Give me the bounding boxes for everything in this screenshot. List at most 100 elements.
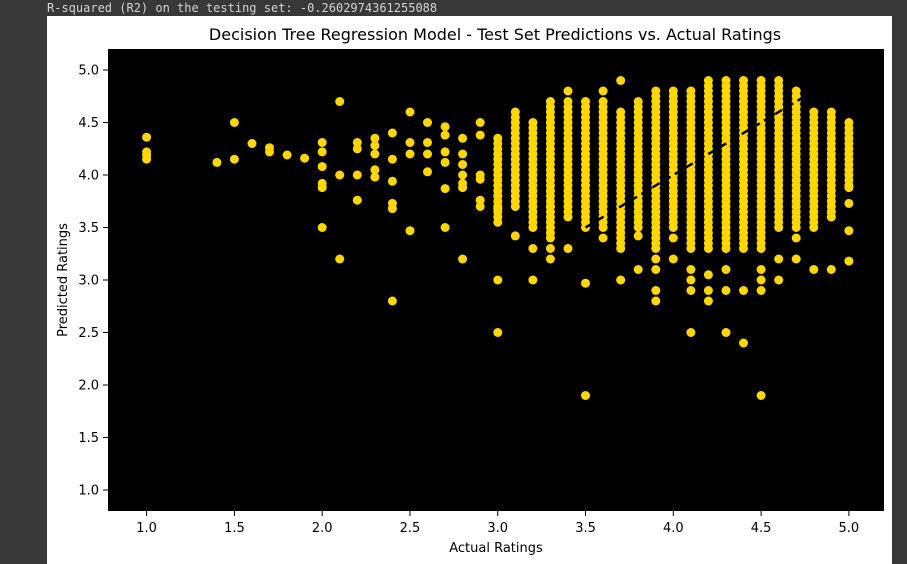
scatter-chart: Decision Tree Regression Model - Test Se… — [56, 25, 884, 556]
data-point — [317, 147, 327, 157]
data-point — [405, 107, 415, 117]
y-tick-label: 2.5 — [78, 326, 99, 341]
data-point — [774, 275, 784, 285]
data-point — [229, 118, 239, 127]
data-point — [440, 147, 450, 157]
data-point — [651, 265, 661, 274]
data-point — [423, 138, 432, 147]
console-output-text: R-squared (R2) on the testing set: -0.26… — [47, 1, 438, 15]
data-point — [563, 244, 573, 253]
data-point — [668, 233, 678, 243]
data-point — [756, 265, 766, 274]
data-point — [440, 157, 450, 167]
data-point — [528, 118, 538, 127]
y-axis-label: Predicted Ratings — [56, 223, 71, 337]
data-point — [598, 233, 608, 243]
data-point — [317, 162, 327, 172]
data-point — [721, 76, 731, 85]
data-point — [721, 328, 731, 337]
data-point — [844, 256, 854, 266]
x-tick-label: 2.0 — [312, 521, 333, 536]
data-point — [352, 144, 362, 154]
points-layer — [142, 76, 854, 400]
data-point — [651, 254, 661, 264]
data-point — [598, 86, 608, 96]
data-point — [528, 244, 538, 253]
data-point — [423, 149, 432, 159]
data-point — [703, 296, 713, 306]
data-point — [581, 97, 590, 106]
data-point — [229, 154, 239, 164]
data-point — [721, 265, 731, 274]
data-point — [756, 391, 766, 400]
data-point — [791, 233, 801, 243]
data-point — [633, 97, 643, 106]
data-point — [739, 338, 748, 348]
data-point — [545, 244, 555, 253]
data-point — [756, 76, 766, 85]
data-point — [212, 157, 222, 167]
data-point — [440, 122, 450, 132]
y-tick-label: 5.0 — [78, 64, 99, 79]
data-point — [686, 328, 696, 337]
data-point — [598, 97, 608, 106]
data-point — [475, 174, 485, 184]
data-point — [826, 265, 836, 274]
data-point — [335, 254, 345, 264]
data-point — [844, 226, 854, 236]
data-point — [335, 97, 345, 106]
data-point — [317, 183, 327, 193]
data-point — [475, 195, 485, 205]
data-point — [545, 97, 555, 106]
data-point — [668, 254, 678, 264]
x-tick-label: 4.0 — [663, 521, 684, 536]
data-point — [686, 265, 696, 274]
data-point — [510, 231, 520, 241]
data-point — [265, 147, 274, 157]
data-point — [791, 254, 801, 264]
data-point — [317, 223, 327, 232]
data-point — [317, 138, 327, 147]
y-tick-label: 3.5 — [78, 221, 99, 236]
x-tick-label: 4.5 — [751, 521, 772, 536]
chart-title: Decision Tree Regression Model - Test Se… — [209, 25, 781, 44]
data-point — [352, 195, 362, 205]
data-point — [563, 86, 573, 96]
data-point — [370, 141, 380, 151]
data-point — [352, 138, 362, 147]
right-gutter — [892, 16, 907, 564]
x-tick-label: 3.0 — [487, 521, 508, 536]
data-point — [721, 286, 731, 295]
data-point — [616, 76, 626, 85]
data-point — [387, 204, 397, 214]
reference-line-layer — [584, 89, 815, 229]
data-point — [458, 170, 468, 180]
data-point — [475, 118, 485, 127]
data-point — [686, 286, 696, 295]
data-point — [458, 254, 468, 264]
chart-output-area: Decision Tree Regression Model - Test Se… — [47, 16, 892, 564]
data-point — [633, 265, 643, 274]
data-point — [826, 107, 836, 117]
data-point — [458, 160, 468, 169]
data-point — [440, 223, 450, 232]
data-point — [616, 275, 626, 285]
data-point — [651, 86, 661, 96]
data-point — [335, 170, 345, 180]
data-point — [493, 133, 503, 143]
data-point — [440, 184, 450, 194]
data-point — [387, 154, 397, 164]
data-point — [844, 118, 854, 127]
data-point — [493, 328, 503, 337]
data-point — [616, 107, 626, 117]
data-point — [370, 172, 380, 182]
data-point — [651, 296, 661, 306]
data-point — [581, 391, 590, 400]
data-point — [300, 153, 310, 163]
data-point — [405, 226, 415, 236]
x-tick-label: 1.5 — [224, 521, 245, 536]
data-point — [545, 254, 555, 264]
reference-line — [584, 89, 815, 229]
data-point — [774, 76, 784, 85]
data-point — [475, 130, 485, 140]
